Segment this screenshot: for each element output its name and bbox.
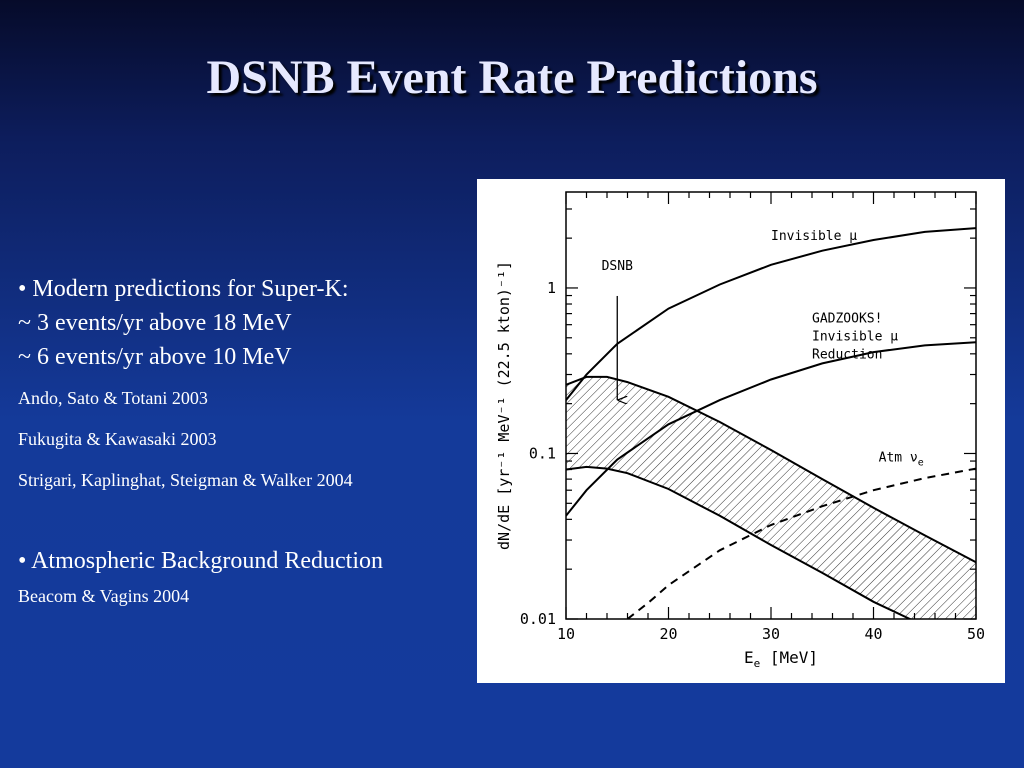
bullet-heading-atmospheric: • Atmospheric Background Reduction xyxy=(18,548,384,574)
series-line-4 xyxy=(566,465,913,619)
label-gadzooks-line-0: GADZOOKS! xyxy=(812,311,882,326)
labels-layer: 10 20 30 40 50 0.01 0.1 1 Ee [MeV] dN/dE [yr⁻¹ Me… xyxy=(495,229,985,670)
dsnb-band-layer xyxy=(566,376,976,619)
label-dsnb: DSNB xyxy=(602,259,633,274)
x-tick-label-30: 30 xyxy=(762,625,780,643)
y-tick-label-1: 0.1 xyxy=(529,444,556,462)
label-gadzooks-line-2: Reduction xyxy=(812,347,882,362)
x-axis-label: Ee [MeV] xyxy=(744,648,818,670)
y-tick-label-0: 0.01 xyxy=(520,610,556,628)
series-line-3 xyxy=(566,375,976,564)
y-axis-label: dN/dE [yr⁻¹ MeV⁻¹ (22.5 kton)⁻¹] xyxy=(495,261,513,550)
label-atm-nue: Atm νe xyxy=(879,450,924,468)
reference-beacom: Beacom & Vagins 2004 xyxy=(18,586,190,606)
slide-title: DSNB Event Rate Predictions xyxy=(206,51,818,104)
series-line-0 xyxy=(566,227,976,401)
curves-layer xyxy=(566,227,976,619)
x-tick-label-20: 20 xyxy=(659,625,677,643)
label-invisible-mu: Invisible μ xyxy=(771,229,857,244)
series-line-2 xyxy=(626,467,976,619)
rate-above-18-mev: ~ 3 events/yr above 18 MeV xyxy=(18,310,292,336)
reference-ando: Ando, Sato & Totani 2003 xyxy=(18,388,208,408)
label-gadzooks-line-1: Invisible μ xyxy=(812,329,898,344)
x-tick-label-50: 50 xyxy=(967,625,985,643)
dsnb-band-hatch xyxy=(566,376,976,619)
y-tick-label-2: 1 xyxy=(547,279,556,297)
event-rate-chart: 10 20 30 40 50 0.01 0.1 1 Ee [MeV] dN/dE [yr⁻¹ Me… xyxy=(477,179,1005,683)
bullet-heading-super-k: • Modern predictions for Super-K: xyxy=(18,276,349,302)
x-tick-label-10: 10 xyxy=(557,625,575,643)
rate-above-10-mev: ~ 6 events/yr above 10 MeV xyxy=(18,344,292,370)
reference-strigari: Strigari, Kaplinghat, Steigman & Walker … xyxy=(18,470,353,490)
slide-body: • Modern predictions for Super-K: ~ 3 ev… xyxy=(18,272,468,606)
axes-layer xyxy=(565,191,977,620)
x-tick-label-40: 40 xyxy=(864,625,882,643)
reference-fukugita: Fukugita & Kawasaki 2003 xyxy=(18,429,217,449)
series-line-1 xyxy=(566,341,976,517)
chart-svg: 10 20 30 40 50 0.01 0.1 1 Ee [MeV] dN/dE [yr⁻¹ Me… xyxy=(495,191,985,670)
